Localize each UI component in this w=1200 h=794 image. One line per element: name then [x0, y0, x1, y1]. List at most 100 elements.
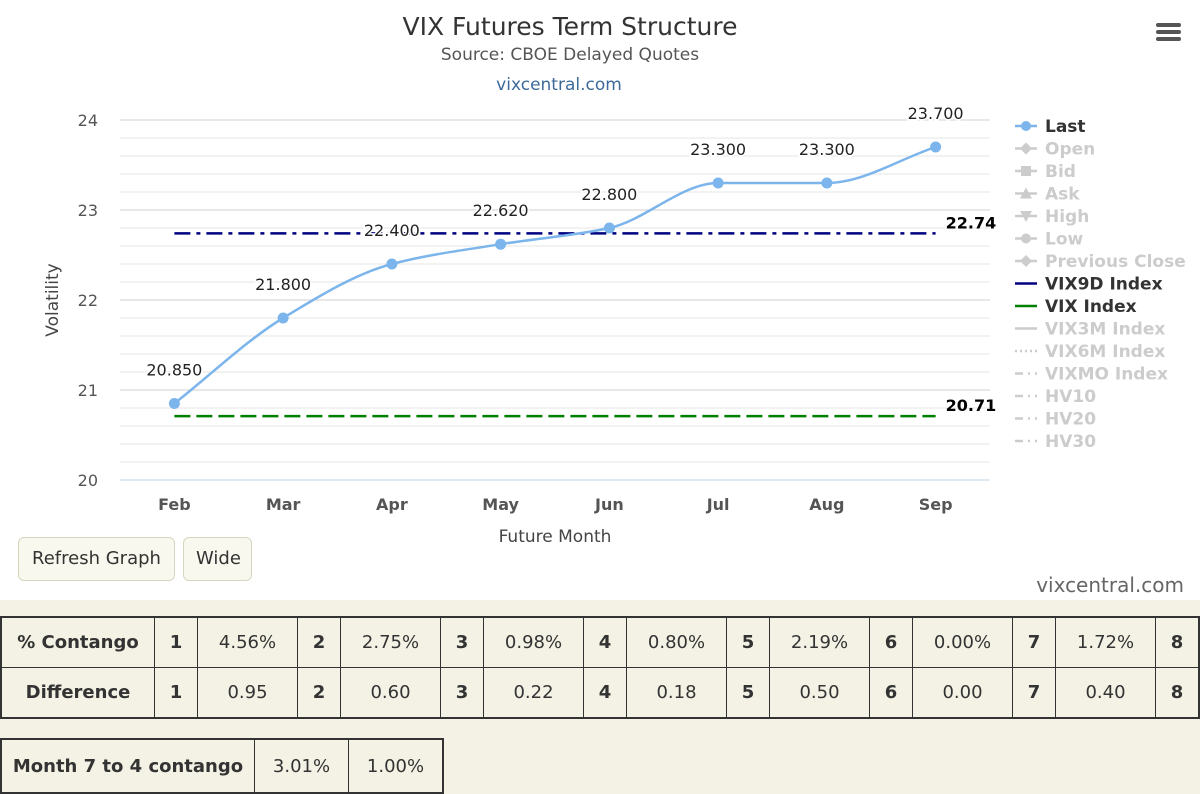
menu-bar-icon [1156, 30, 1181, 34]
month-number: 3 [440, 667, 484, 719]
contango-value: 2.19% [769, 616, 870, 668]
index-lines: 22.74 20.71 [174, 213, 997, 418]
last-data-label: 22.620 [473, 201, 529, 220]
difference-value: 0.18 [626, 667, 727, 719]
y-tick-label: 21 [78, 381, 98, 400]
x-tick-label: Aug [809, 495, 844, 514]
last-data-point [712, 177, 724, 189]
difference-row-label: Difference [0, 667, 155, 719]
summary-row: Month 7 to 4 contango 3.01% 1.00% [0, 738, 444, 794]
contango-value: 0.80% [626, 616, 727, 668]
last-data-point [821, 177, 833, 189]
month-number: 7 [1012, 667, 1056, 719]
legend-item-label[interactable]: VIX3M Index [1045, 320, 1165, 340]
contango-row: % Contango 1 4.56% 2 2.75% 3 0.98% 4 0.8… [0, 616, 1200, 668]
last-data-label: 22.800 [581, 185, 637, 204]
legend-item-label[interactable]: Low [1045, 230, 1084, 250]
month-number: 4 [583, 616, 627, 668]
last-series-line [173, 145, 937, 405]
chart-subtitle: Source: CBOE Delayed Quotes [441, 45, 699, 65]
legend-item-label[interactable]: VIX6M Index [1045, 342, 1165, 362]
month-number: 1 [154, 616, 198, 668]
legend-item-label[interactable]: Previous Close [1045, 252, 1186, 272]
month-number: 2 [297, 667, 341, 719]
legend-item-label[interactable]: Bid [1045, 162, 1076, 182]
month-number: 4 [583, 667, 627, 719]
x-tick-label: Mar [266, 495, 301, 514]
difference-value: 0.40 [1055, 667, 1156, 719]
last-data-label: 22.400 [364, 221, 420, 240]
y-axis: 20 21 22 23 24 [78, 111, 98, 490]
chart-title: VIX Futures Term Structure [403, 12, 738, 41]
last-data-label: 20.850 [146, 361, 202, 380]
grid-lines [120, 119, 990, 481]
contango-value: 2.75% [340, 616, 441, 668]
month-number: 6 [869, 616, 913, 668]
legend-item-label[interactable]: VIX9D Index [1045, 275, 1163, 295]
contango-value: 0.00% [912, 616, 1013, 668]
y-tick-label: 23 [78, 201, 98, 220]
y-axis-title: Volatility [43, 263, 63, 336]
legend-square-icon [1021, 166, 1031, 176]
y-tick-label: 22 [78, 291, 98, 310]
last-data-point [168, 398, 180, 409]
month-number: 7 [1012, 616, 1056, 668]
last-data-point [277, 312, 289, 324]
last-data-label: 23.300 [690, 140, 746, 159]
menu-bar-icon [1156, 23, 1181, 27]
summary-value-2: 1.00% [348, 738, 444, 794]
month-number: 5 [726, 616, 770, 668]
legend-circle-icon [1021, 233, 1031, 244]
x-tick-label: Feb [158, 495, 191, 514]
difference-value: 0.50 [769, 667, 870, 719]
difference-value: 0.95 [197, 667, 298, 719]
month-7-to-4-table: Month 7 to 4 contango 3.01% 1.00% [0, 738, 444, 794]
vix-value-label: 20.71 [946, 396, 997, 415]
contango-table: % Contango 1 4.56% 2 2.75% 3 0.98% 4 0.8… [0, 616, 1200, 719]
x-tick-label: Jul [706, 495, 730, 514]
last-data-point [603, 222, 615, 234]
legend-item-label[interactable]: HV30 [1045, 432, 1096, 452]
legend-item-label[interactable]: Last [1045, 117, 1086, 137]
legend-item-label[interactable]: High [1045, 207, 1089, 227]
summary-value-1: 3.01% [254, 738, 349, 794]
difference-value: 0.22 [483, 667, 584, 719]
contango-value: 0.98% [483, 616, 584, 668]
brand-watermark: vixcentral.com [1036, 573, 1184, 597]
x-tick-label: Apr [376, 495, 408, 514]
legend-item-label[interactable]: Ask [1045, 185, 1080, 205]
x-tick-label: May [482, 495, 519, 514]
x-axis-title: Future Month [499, 527, 612, 547]
legend-triangle-icon [1020, 187, 1032, 199]
x-tick-label: Sep [919, 495, 953, 514]
legend-item-label[interactable]: Open [1045, 140, 1095, 160]
chart-menu-button[interactable] [1150, 18, 1186, 48]
last-data-point [495, 238, 507, 250]
summary-label: Month 7 to 4 contango [0, 738, 255, 794]
last-data-point [386, 258, 398, 270]
difference-value: 0.60 [340, 667, 441, 719]
month-number: 2 [297, 616, 341, 668]
last-data-label: 23.300 [799, 140, 855, 159]
legend-item-label[interactable]: HV20 [1045, 410, 1096, 430]
y-tick-label: 24 [78, 111, 98, 130]
last-series: 20.850 21.800 22.400 22.620 22.800 23.300 23.3… [145, 103, 965, 409]
contango-value: 4.56% [197, 616, 298, 668]
legend-diamond-icon [1020, 255, 1032, 267]
contango-row-label: % Contango [0, 616, 155, 668]
menu-bar-icon [1156, 37, 1181, 41]
month-number: 3 [440, 616, 484, 668]
last-data-point [930, 141, 942, 153]
vix9d-value-label: 22.74 [946, 213, 997, 232]
legend-item-label[interactable]: HV10 [1045, 387, 1096, 407]
month-number: 8 [1155, 616, 1200, 668]
refresh-graph-button[interactable]: Refresh Graph [18, 537, 175, 581]
legend-item-label[interactable]: VIX Index [1045, 297, 1137, 317]
y-tick-label: 20 [78, 471, 98, 490]
legend-diamond-icon [1020, 142, 1032, 155]
month-number: 1 [154, 667, 198, 719]
chart-brand-link[interactable]: vixcentral.com [496, 75, 622, 95]
legend-item-label[interactable]: VIXMO Index [1045, 365, 1168, 385]
wide-button[interactable]: Wide [183, 537, 252, 581]
